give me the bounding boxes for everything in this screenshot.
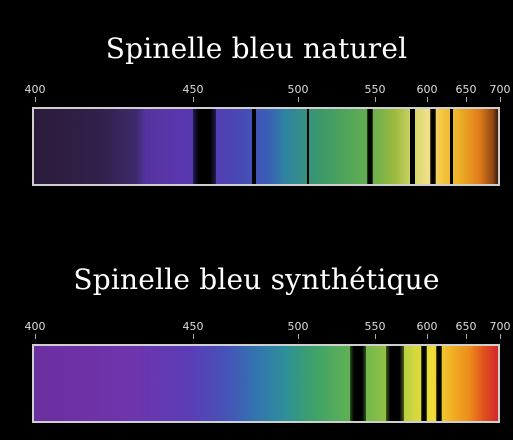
- spectrum-title-natural: Spinelle bleu naturel: [105, 32, 408, 65]
- absorption-band: [307, 109, 310, 184]
- tick-mark-500: [298, 97, 299, 102]
- tick-label-450: 450: [182, 320, 204, 333]
- spectrum-title-synthetic: Spinelle bleu synthétique: [73, 263, 440, 296]
- tick-mark-650: [466, 334, 467, 339]
- spectrum-bar-natural: [32, 107, 500, 186]
- tick-label-400: 400: [24, 83, 46, 96]
- tick-label-400: 400: [24, 320, 46, 333]
- tick-label-550: 550: [364, 320, 386, 333]
- tick-label-650: 650: [455, 320, 477, 333]
- absorption-band: [193, 109, 217, 184]
- absorption-band: [386, 346, 405, 421]
- absorption-band: [430, 109, 437, 184]
- tick-label-450: 450: [182, 83, 204, 96]
- absorption-band: [251, 109, 256, 184]
- tick-label-600: 600: [416, 83, 438, 96]
- tick-mark-650: [466, 97, 467, 102]
- absorption-band: [420, 346, 427, 421]
- absorption-band: [410, 109, 415, 184]
- absorption-band: [436, 346, 442, 421]
- tick-label-700: 700: [489, 320, 511, 333]
- tick-mark-450: [193, 334, 194, 339]
- tick-label-600: 600: [416, 320, 438, 333]
- tick-mark-550: [375, 97, 376, 102]
- tick-label-500: 500: [287, 83, 309, 96]
- tick-mark-400: [35, 334, 36, 339]
- tick-label-550: 550: [364, 83, 386, 96]
- tick-mark-600: [427, 334, 428, 339]
- absorption-band: [350, 346, 366, 421]
- tick-mark-450: [193, 97, 194, 102]
- absorption-band: [450, 109, 453, 184]
- tick-mark-400: [35, 97, 36, 102]
- tick-label-500: 500: [287, 320, 309, 333]
- tick-mark-500: [298, 334, 299, 339]
- tick-mark-700: [500, 334, 501, 339]
- tick-label-700: 700: [489, 83, 511, 96]
- tick-mark-550: [375, 334, 376, 339]
- tick-mark-600: [427, 97, 428, 102]
- absorption-band: [367, 109, 374, 184]
- tick-label-650: 650: [455, 83, 477, 96]
- tick-mark-700: [500, 97, 501, 102]
- spectrum-bar-synthetic: [32, 344, 500, 423]
